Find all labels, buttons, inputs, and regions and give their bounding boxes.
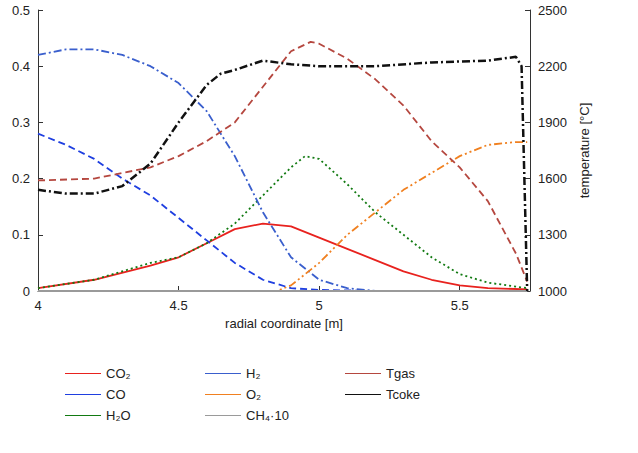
svg-text:1300: 1300: [538, 227, 567, 242]
svg-text:5: 5: [316, 298, 323, 313]
svg-text:0: 0: [23, 284, 30, 299]
svg-text:CO: CO: [106, 387, 126, 402]
svg-text:4.5: 4.5: [170, 298, 188, 313]
svg-text:temperature [°C]: temperature [°C]: [577, 103, 592, 199]
svg-text:H₂O: H₂O: [106, 408, 131, 423]
svg-text:0.5: 0.5: [12, 3, 30, 18]
svg-text:2500: 2500: [538, 3, 567, 18]
svg-text:CH₄·10: CH₄·10: [246, 408, 289, 423]
svg-text:O₂: O₂: [246, 387, 261, 402]
svg-text:1000: 1000: [538, 284, 567, 299]
svg-text:CO₂: CO₂: [106, 366, 131, 381]
svg-text:1900: 1900: [538, 115, 567, 130]
svg-text:1600: 1600: [538, 171, 567, 186]
svg-text:0.3: 0.3: [12, 115, 30, 130]
svg-text:0.1: 0.1: [12, 227, 30, 242]
svg-text:5.5: 5.5: [451, 298, 469, 313]
svg-text:2200: 2200: [538, 59, 567, 74]
svg-text:0.4: 0.4: [12, 59, 30, 74]
svg-text:4: 4: [34, 298, 41, 313]
svg-text:0.2: 0.2: [12, 171, 30, 186]
svg-text:Tgas: Tgas: [386, 366, 415, 381]
svg-text:radial coordinate [m]: radial coordinate [m]: [225, 316, 343, 331]
svg-text:H₂: H₂: [246, 366, 260, 381]
svg-text:Tcoke: Tcoke: [386, 387, 420, 402]
